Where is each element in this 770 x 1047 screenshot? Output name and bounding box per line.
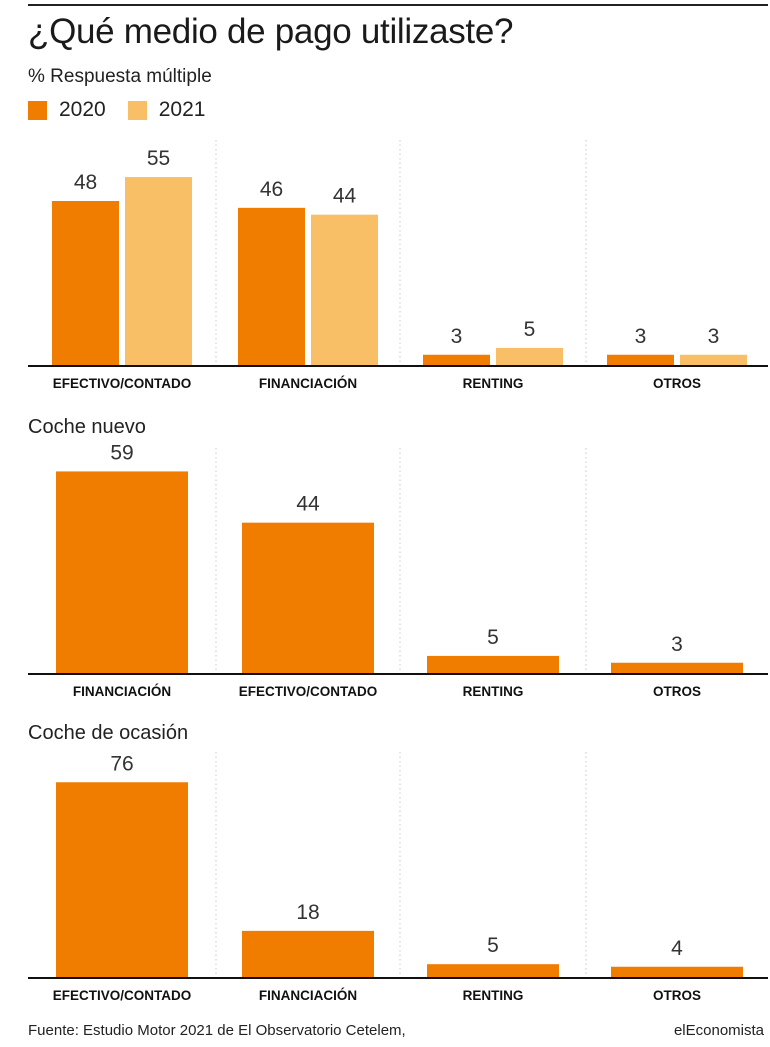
legend-label-2020: 2020	[59, 98, 106, 121]
category-label-financiacion: FINANCIACIÓN	[259, 988, 357, 1003]
chart-subtitle: % Respuesta múltiple	[28, 66, 212, 87]
data-label-efectivo-contado-2020: 48	[74, 171, 97, 194]
bar-renting-s0	[427, 655, 559, 673]
data-label-efectivo-contado-2021: 55	[147, 147, 170, 170]
bar-efectivo-contado-s0	[56, 782, 188, 977]
data-label-renting-2021: 5	[524, 318, 536, 341]
bar-renting-s0	[427, 964, 559, 977]
data-label-renting-s0: 5	[487, 626, 499, 649]
bar-financiacion-2020	[238, 207, 305, 365]
chart-title: ¿Qué medio de pago utilizaste?	[28, 12, 514, 51]
chart-payment-method-total: 48 55 EFECTIVO/CONTADO 46 44 FINANCIACIÓN 3 5 RE…	[28, 140, 768, 391]
category-label-financiacion: FINANCIACIÓN	[73, 684, 171, 699]
bar-financiacion-s0	[56, 471, 188, 673]
data-label-financiacion-s0: 18	[296, 901, 319, 924]
legend-item-2020: 2020	[28, 98, 106, 122]
top-rule	[28, 4, 768, 6]
bar-renting-2020	[423, 354, 490, 365]
section-title-coche-nuevo: Coche nuevo	[28, 416, 146, 438]
category-label-otros: OTROS	[653, 684, 701, 699]
bar-otros-2020	[607, 354, 674, 365]
bar-efectivo-contado-2020	[52, 201, 119, 365]
legend-swatch-2020	[28, 100, 47, 120]
category-label-financiacion: FINANCIACIÓN	[259, 376, 357, 391]
data-label-financiacion-2021: 44	[333, 185, 357, 208]
bar-otros-s0	[611, 966, 743, 977]
footer-brand: elEconomista	[673, 1022, 764, 1039]
bar-otros-s0	[611, 662, 743, 673]
data-label-otros-2021: 3	[708, 325, 720, 348]
bar-efectivo-contado-s0	[242, 522, 374, 673]
bar-efectivo-contado-2021	[125, 177, 192, 365]
bar-financiacion-2021	[311, 214, 378, 365]
chart-coche-nuevo: 59 FINANCIACIÓN 44 EFECTIVO/CONTADO 5 RENTING…	[28, 441, 768, 699]
chart-coche-ocasion: 76 EFECTIVO/CONTADO 18 FINANCIACIÓN 5 RENTING…	[28, 752, 768, 1003]
category-label-otros: OTROS	[653, 376, 701, 391]
section-title-coche-ocasion: Coche de ocasión	[28, 722, 189, 744]
data-label-efectivo-contado-s0: 44	[296, 493, 320, 516]
category-label-otros: OTROS	[653, 988, 701, 1003]
category-label-efectivo-contado: EFECTIVO/CONTADO	[53, 988, 192, 1003]
data-label-otros-2020: 3	[635, 325, 647, 348]
footer-source: Fuente: Estudio Motor 2021 de El Observa…	[28, 1022, 406, 1039]
category-label-efectivo-contado: EFECTIVO/CONTADO	[53, 376, 192, 391]
category-label-renting: RENTING	[463, 988, 524, 1003]
data-label-otros-s0: 4	[671, 937, 683, 960]
data-label-renting-s0: 5	[487, 934, 499, 957]
data-label-renting-2020: 3	[451, 325, 463, 348]
legend: 2020 2021	[28, 98, 227, 122]
bar-otros-2021	[680, 354, 747, 365]
legend-label-2021: 2021	[158, 98, 206, 121]
data-label-otros-s0: 3	[671, 633, 683, 656]
data-label-efectivo-contado-s0: 76	[110, 752, 133, 775]
bar-renting-2021	[496, 347, 563, 365]
category-label-efectivo-contado: EFECTIVO/CONTADO	[239, 684, 378, 699]
legend-swatch-2021	[127, 100, 147, 120]
bar-financiacion-s0	[242, 930, 374, 977]
data-label-financiacion-2020: 46	[260, 178, 283, 201]
legend-item-2021: 2021	[127, 98, 206, 122]
category-label-renting: RENTING	[463, 684, 524, 699]
data-label-financiacion-s0: 59	[110, 441, 133, 464]
category-label-renting: RENTING	[463, 376, 524, 391]
